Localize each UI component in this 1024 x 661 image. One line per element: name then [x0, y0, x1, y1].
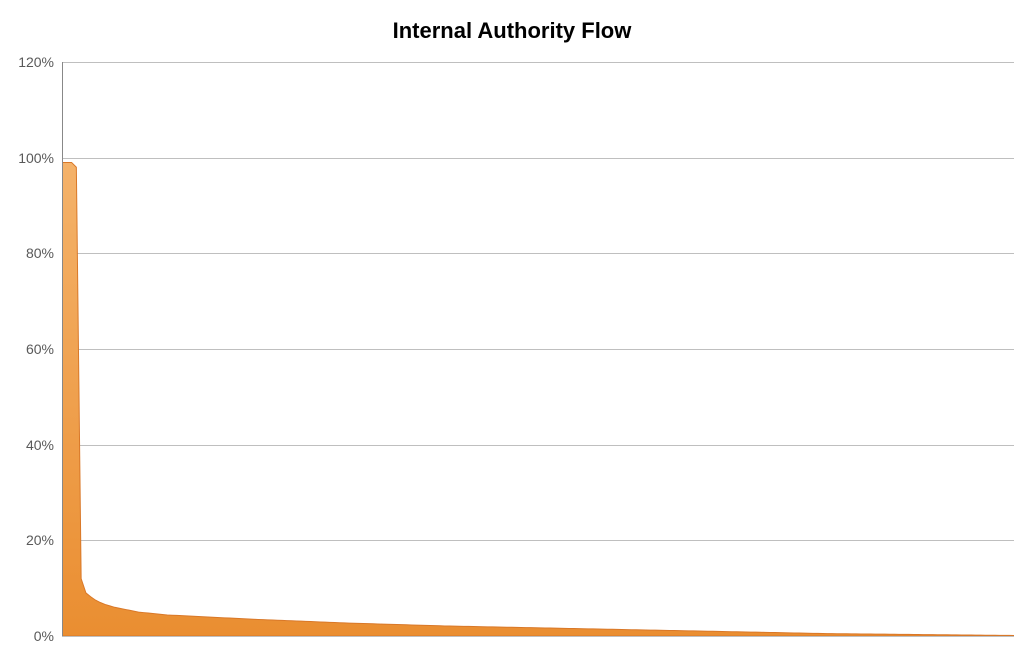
gridline: [62, 636, 1014, 637]
chart-title: Internal Authority Flow: [0, 18, 1024, 44]
y-tick-label: 60%: [8, 341, 54, 357]
series-fill: [62, 162, 1014, 636]
y-tick-label: 20%: [8, 532, 54, 548]
y-axis-line: [62, 62, 63, 636]
y-tick-label: 40%: [8, 437, 54, 453]
series-area: [62, 62, 1014, 636]
chart-container: Internal Authority Flow 0%20%40%60%80%10…: [0, 0, 1024, 661]
y-tick-label: 100%: [8, 150, 54, 166]
y-tick-label: 80%: [8, 245, 54, 261]
plot-area: 0%20%40%60%80%100%120%: [62, 62, 1014, 636]
y-tick-label: 0%: [8, 628, 54, 644]
y-tick-label: 120%: [8, 54, 54, 70]
